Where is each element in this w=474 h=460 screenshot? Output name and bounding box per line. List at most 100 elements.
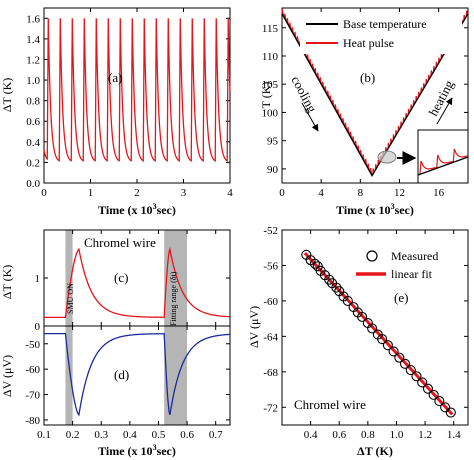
- panel-e-point: [445, 407, 456, 418]
- panel-c-d-shaded-regions: [65, 230, 188, 425]
- panel-d-series-line: [44, 332, 230, 417]
- shaded-region-2: [164, 230, 188, 425]
- panel-b-inset-heat-line: [417, 148, 469, 176]
- panel-b-inset: [417, 129, 469, 184]
- panel-c-d-ticks: 0 1 0.1 0.2 0.3 0.4 0.5 0.6 0.7 -50 -60 -70 -80: [25, 230, 230, 441]
- panel-a-xtick-label: 4: [227, 187, 233, 199]
- panel-a-label: (a): [108, 70, 122, 85]
- panel-b-label: (b): [360, 70, 375, 85]
- panel-e: 0.4 0.6 0.8 1.0 1.2 1.4 -52 -56 -60 -64 -68 -72 Mea…: [247, 225, 469, 458]
- panel-d-xtick-label: 0.7: [209, 429, 223, 441]
- panel-e-frame: [281, 229, 469, 426]
- panel-a-series-line: [43, 18, 231, 163]
- panel-e-ytick-label: -52: [263, 225, 278, 237]
- panel-d-xlabel-tail: sec): [157, 444, 176, 458]
- panel-b-ytick-label: 95: [267, 136, 279, 148]
- panel-e-point: [399, 358, 411, 369]
- panel-b-xlabel-tail: sec): [395, 203, 414, 217]
- panel-b-ytick-label: 110: [262, 51, 279, 63]
- panel-a-xlabel-sup: 3: [153, 202, 157, 211]
- panel-a-ylabel: ΔT (K): [0, 78, 14, 113]
- panel-e-point: [388, 346, 399, 357]
- panel-e-measured-points: [301, 249, 456, 418]
- panel-b-xtick-label: 8: [358, 187, 364, 199]
- panel-e-ticks: 0.4 0.6 0.8 1.0 1.2 1.4 -52 -56 -60 -64 -68 -72: [263, 225, 468, 441]
- panel-d-ytick-label: -50: [25, 339, 40, 351]
- panel-d-xtick-label: 0.2: [66, 429, 80, 441]
- panel-d-ytick-label: -70: [25, 390, 40, 402]
- panel-e-ytick-label: -72: [263, 402, 278, 414]
- panel-d-xtick-label: 0.6: [180, 429, 194, 441]
- panel-b-legend: Base temperature Heat pulse: [300, 14, 462, 54]
- panel-e-point: [309, 258, 320, 269]
- panel-a-xlabel-main: Time (x 10: [98, 203, 152, 217]
- panel-e-chromel-annotation: Chromel wire: [294, 397, 366, 412]
- panel-e-point: [428, 389, 439, 400]
- panel-e-linear-fit-line: [303, 252, 454, 416]
- panel-e-legend-measured: Measured: [391, 249, 438, 263]
- panel-c-chromel-annotation: Chromel wire: [84, 235, 156, 250]
- panel-e-xtick-label: 0.4: [304, 429, 318, 441]
- panel-b: 0 4 8 12 16 90 95 100 105 110 115 Base temperature…: [259, 7, 469, 217]
- panel-e-point: [394, 352, 405, 363]
- panel-e-ylabel: ΔV (μV): [247, 306, 261, 348]
- panel-e-xtick-label: 0.8: [361, 429, 375, 441]
- panel-e-legend-fit: linear fit: [391, 267, 433, 281]
- panel-b-xlabel: Time (x 103sec): [336, 202, 414, 217]
- panel-b-ylabel: T (K): [259, 82, 273, 109]
- panel-a-xtick-label: 0: [41, 187, 47, 199]
- smu-on-label: SMU ON: [66, 283, 75, 314]
- panel-e-point: [411, 371, 422, 382]
- panel-a-xtick-label: 2: [134, 187, 140, 199]
- panel-e-xtick-label: 1.0: [390, 429, 404, 441]
- panel-a-ytick-label: 0.4: [26, 137, 40, 149]
- panel-d-xtick-label: 0.1: [37, 429, 51, 441]
- panel-b-xlabel-sup: 3: [391, 202, 395, 211]
- panel-b-ytick-label: 90: [267, 164, 279, 176]
- panel-e-ytick-label: -56: [263, 260, 278, 272]
- panel-e-xtick-label: 1.4: [447, 429, 461, 441]
- panel-b-ticks: 0 4 8 12 16 90 95 100 105 110 115: [262, 8, 468, 199]
- panel-d-xlabel-main: Time (x 10: [98, 444, 152, 458]
- panel-a: 0 1 2 3 4 0.0 0.2 0.4 0.6 0.8 1.0 1.2 1.4 1.6 (a) ΔT …: [0, 7, 233, 217]
- panel-c-label: (c): [114, 270, 128, 285]
- panel-a-ytick-label: 0.0: [26, 178, 40, 190]
- panel-e-point: [440, 402, 451, 413]
- panel-e-point: [377, 333, 388, 345]
- panel-b-frame: [281, 7, 469, 184]
- panel-e-legend: Measured linear fit: [356, 249, 438, 281]
- panel-b-ytick-label: 105: [262, 79, 279, 91]
- panel-c-series-line: [44, 246, 230, 319]
- panel-a-ytick-label: 1.0: [26, 75, 40, 87]
- panel-b-cooling-arrow: [301, 102, 319, 132]
- panel-b-cooling-text: cooling: [288, 73, 320, 115]
- panel-b-xtick-label: 12: [394, 187, 405, 199]
- panel-e-point: [417, 377, 428, 388]
- panel-a-xtick-label: 1: [88, 187, 94, 199]
- fitting-range-label: Fitting range (δt): [169, 271, 178, 326]
- panel-e-point: [405, 364, 416, 376]
- panel-e-ytick-label: -68: [263, 367, 278, 379]
- panel-c-d: 0 1 0.1 0.2 0.3 0.4 0.5 0.6 0.7 -50 -60 -70 -80 Chro…: [0, 229, 231, 458]
- panel-c-ylabel: ΔT (K): [0, 265, 14, 300]
- panel-d-frame: [43, 325, 231, 426]
- panel-e-point: [367, 323, 378, 334]
- panel-e-point: [324, 274, 335, 285]
- panel-e-ytick-label: -64: [263, 331, 278, 343]
- panel-e-xtick-label: 0.6: [332, 429, 346, 441]
- panel-a-ytick-label: 0.6: [26, 116, 40, 128]
- panel-a-ytick-label: 0.2: [26, 157, 40, 169]
- panel-b-ytick-label: 115: [262, 23, 279, 35]
- panel-d-xlabel: Time (x 103sec): [98, 443, 176, 458]
- panel-a-ytick-label: 1.2: [26, 54, 40, 66]
- panel-d-xlabel-sup: 3: [153, 443, 157, 452]
- panel-d-ytick-label: -80: [25, 415, 40, 427]
- panel-b-zoom-ellipse: [377, 150, 397, 164]
- panel-a-ytick-label: 1.4: [26, 34, 40, 46]
- panel-b-legend-heat: Heat pulse: [343, 36, 394, 50]
- panel-a-ticks: 0 1 2 3 4 0.0 0.2 0.4 0.6 0.8 1.0 1.2 1.4 1.6: [26, 8, 233, 199]
- panel-b-inset-base-line: [417, 156, 469, 176]
- panel-b-base-temperature-line: [281, 13, 469, 177]
- panel-e-point: [357, 311, 368, 322]
